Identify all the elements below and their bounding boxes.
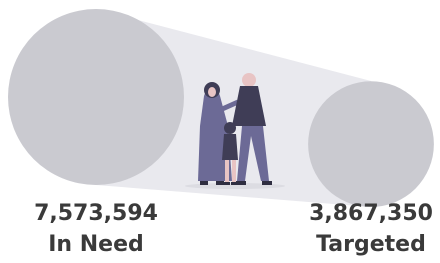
bubble bbox=[308, 81, 434, 207]
category-label: In Need bbox=[48, 232, 144, 257]
value-label: 7,573,594 bbox=[34, 201, 158, 226]
infographic: 7,573,594 In Need 3,867,350 Targeted bbox=[0, 0, 440, 263]
value-label: 3,867,350 bbox=[309, 201, 433, 226]
category-label: Targeted bbox=[316, 232, 426, 257]
bubble bbox=[8, 9, 184, 185]
